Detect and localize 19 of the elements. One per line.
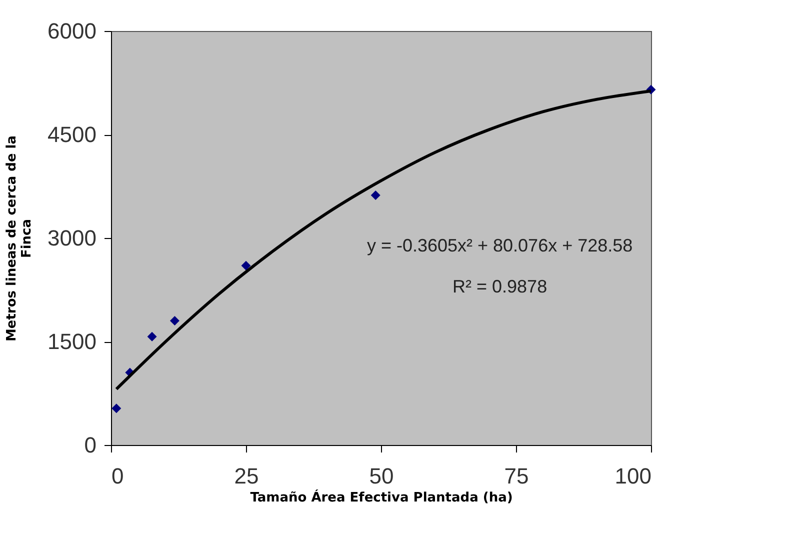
y-axis-title: Metros lineas de cerca de la Finca	[4, 135, 35, 342]
point	[241, 260, 251, 270]
point	[370, 190, 380, 200]
x-tick-label: 75	[504, 464, 529, 488]
y-tick-label: 3000	[48, 226, 96, 250]
annotation: y = -0.3605x² + 80.076x + 728.58	[366, 235, 633, 256]
point	[170, 316, 180, 326]
y-tick-label: 0	[84, 432, 96, 458]
y-tick-label: 6000	[48, 18, 96, 44]
x-tick-label: 25	[234, 464, 259, 488]
point	[147, 332, 157, 342]
x-tick-label: 50	[369, 464, 394, 488]
y-tick-label: 1500	[48, 329, 96, 354]
annotation: R² = 0.9878	[452, 276, 548, 297]
x-tick-label: 0	[112, 464, 124, 488]
x-tick-label: 100	[614, 464, 652, 488]
x-axis-title: Tamaño Área Efectiva Plantada (ha)	[250, 488, 513, 506]
point	[112, 404, 122, 414]
y-tick-label: 4500	[48, 122, 96, 147]
